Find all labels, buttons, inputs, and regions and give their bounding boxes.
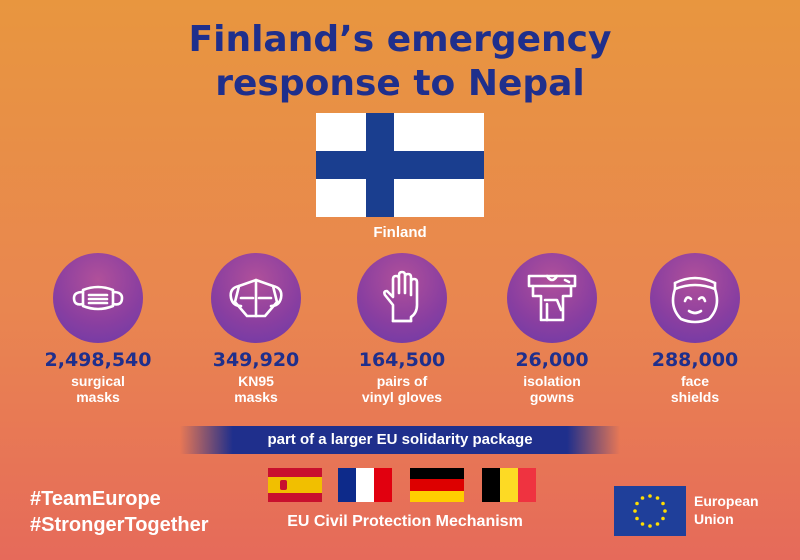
hashtag-stronger-together: #StrongerTogether [30, 514, 209, 536]
item-label: surgical masks [71, 373, 125, 405]
icon-circle [53, 253, 143, 343]
item-label: isolation gowns [523, 373, 581, 405]
eu-stars-icon [633, 494, 667, 528]
germany-flag [410, 468, 464, 502]
item-value: 349,920 [212, 349, 300, 371]
country-label: Finland [373, 224, 427, 241]
title-line-2: response to Nepal [215, 63, 585, 104]
page-title: Finland’s emergency response to Nepal [0, 18, 800, 106]
solidarity-banner: part of a larger EU solidarity package [180, 426, 620, 454]
item-value: 26,000 [515, 349, 589, 371]
spain-flag [268, 468, 322, 502]
finland-flag-cross-horizontal [316, 151, 484, 179]
finland-flag [316, 113, 484, 217]
eu-flag-icon [614, 486, 686, 536]
belgium-flag [482, 468, 536, 502]
title-line-1: Finland’s emergency [188, 19, 612, 60]
surgical-mask-icon [72, 285, 124, 311]
gown-icon [527, 274, 577, 322]
hashtag-team-europe: #TeamEurope [30, 488, 161, 510]
aid-item-kn95-masks: 349,920 KN95 masks [186, 253, 326, 405]
member-flags [268, 468, 536, 503]
icon-circle [357, 253, 447, 343]
icon-circle [507, 253, 597, 343]
hashtags: #TeamEurope #StrongerTogether [30, 486, 209, 538]
aid-item-surgical-masks: 2,498,540 surgical masks [28, 253, 168, 405]
icon-circle [650, 253, 740, 343]
eu-logo-text: European Union [694, 493, 759, 527]
item-label: pairs of vinyl gloves [361, 373, 443, 405]
icon-circle [211, 253, 301, 343]
aid-item-vinyl-gloves: 164,500 pairs of vinyl gloves [332, 253, 472, 405]
item-value: 288,000 [651, 349, 739, 371]
aid-item-isolation-gowns: 26,000 isolation gowns [482, 253, 622, 405]
civil-protection-mechanism: EU Civil Protection Mechanism [287, 513, 523, 530]
item-label: KN95 masks [234, 373, 278, 405]
glove-icon [383, 270, 419, 323]
kn95-mask-icon [229, 278, 283, 318]
aid-item-face-shields: 288,000 face shields [625, 253, 765, 405]
face-shield-icon [671, 276, 719, 324]
france-flag [338, 468, 392, 502]
finland-flag-cross-vertical [366, 113, 394, 217]
item-label: face shields [670, 373, 720, 405]
item-value: 2,498,540 [44, 349, 152, 371]
item-value: 164,500 [358, 349, 446, 371]
